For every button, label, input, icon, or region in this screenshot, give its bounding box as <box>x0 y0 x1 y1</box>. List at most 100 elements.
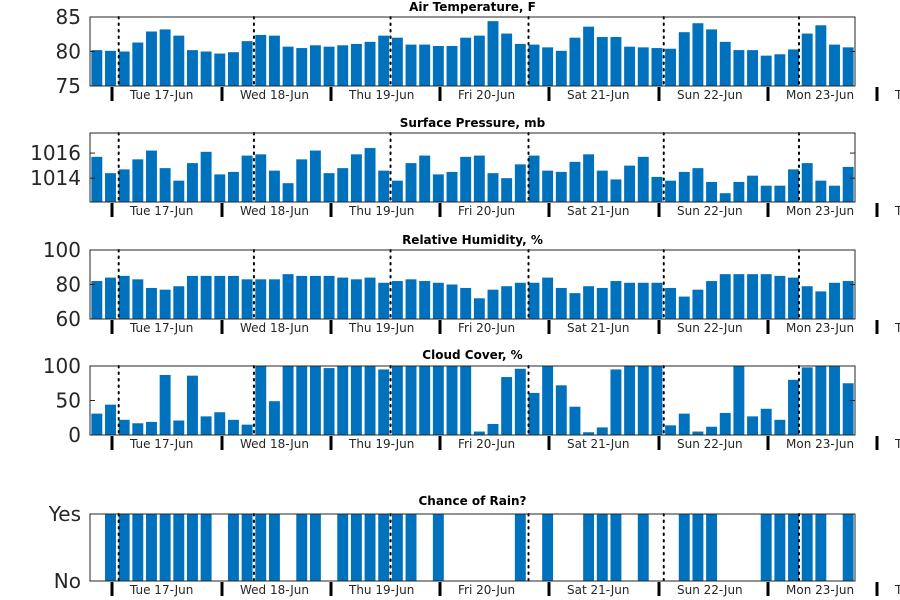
panel-title: Surface Pressure, mb <box>400 116 546 130</box>
bar <box>528 155 540 202</box>
y-tick-label: Yes <box>48 502 81 526</box>
bar <box>842 514 854 581</box>
bar <box>801 367 813 435</box>
bar <box>159 374 171 435</box>
bar <box>678 514 690 581</box>
bar <box>774 275 786 320</box>
bar <box>241 41 253 86</box>
bar <box>186 514 198 581</box>
day-label: Tue 24-Jun <box>894 437 900 451</box>
bar <box>569 293 581 320</box>
day-label: Sat 21-Jun <box>567 437 630 451</box>
bar <box>706 281 718 319</box>
bar <box>214 275 226 320</box>
bar <box>186 275 198 320</box>
bar <box>719 274 731 319</box>
bar <box>583 154 595 202</box>
bar <box>105 50 116 86</box>
bar <box>214 412 226 435</box>
bar <box>446 366 458 435</box>
day-label: Sun 22-Jun <box>677 321 743 335</box>
bar <box>255 366 267 435</box>
panel-4: Cloud Cover, % 0 50 100 Tue 17-Jun Wed 18-Jun… <box>43 348 900 451</box>
bar <box>774 54 786 86</box>
bar <box>132 42 144 86</box>
bar <box>555 171 567 202</box>
bar <box>227 52 239 86</box>
bar <box>146 514 157 581</box>
y-tick-label: 80 <box>56 40 81 64</box>
bar <box>637 514 649 581</box>
day-label: Fri 20-Jun <box>458 437 515 451</box>
bar <box>487 173 499 202</box>
bar <box>105 514 116 581</box>
bar <box>651 282 663 319</box>
bar <box>159 168 171 202</box>
bar <box>200 514 212 581</box>
bar <box>842 47 854 86</box>
bar <box>774 514 786 581</box>
bar <box>610 179 622 202</box>
bar <box>227 419 239 435</box>
bar <box>788 277 799 319</box>
day-label: Sun 22-Jun <box>677 583 743 597</box>
bar <box>788 169 799 202</box>
bar <box>405 44 417 86</box>
bar <box>200 416 212 435</box>
bar <box>665 287 677 319</box>
bar <box>296 366 308 435</box>
bar <box>651 176 663 202</box>
bar <box>432 174 444 202</box>
bar <box>146 287 157 319</box>
panel-title: Relative Humidity, % <box>402 233 543 247</box>
bar <box>309 366 321 435</box>
day-label: Mon 23-Jun <box>786 321 854 335</box>
bar <box>159 29 171 87</box>
bar <box>637 47 649 86</box>
bar <box>788 514 799 581</box>
bar <box>364 148 376 202</box>
bar <box>118 51 130 86</box>
bar <box>815 180 827 202</box>
bar <box>460 37 472 86</box>
bar <box>788 379 799 435</box>
bar <box>774 185 786 202</box>
bar <box>432 366 444 435</box>
bar <box>815 25 827 87</box>
bar <box>842 281 854 319</box>
bar <box>460 366 472 435</box>
bar <box>624 282 636 319</box>
bar <box>91 50 103 86</box>
bar <box>514 514 526 581</box>
bar <box>378 514 390 581</box>
bar <box>282 366 294 435</box>
day-label: Sat 21-Jun <box>567 88 630 102</box>
bar <box>514 164 526 202</box>
bar <box>760 55 772 86</box>
day-label: Tue 24-Jun <box>894 583 900 597</box>
bar <box>405 163 417 202</box>
day-label: Thu 19-Jun <box>348 321 414 335</box>
panel-title: Cloud Cover, % <box>422 348 522 362</box>
bar <box>391 37 403 86</box>
bar <box>747 175 759 202</box>
bar <box>432 282 444 319</box>
bar <box>747 416 759 435</box>
bar <box>186 50 198 86</box>
bar <box>337 45 349 86</box>
bar <box>132 514 144 581</box>
bar <box>596 170 608 202</box>
bar <box>487 21 499 86</box>
day-label: Sun 22-Jun <box>677 437 743 451</box>
bar <box>801 286 813 319</box>
bar <box>391 514 403 581</box>
bar <box>555 50 567 86</box>
day-label: Thu 19-Jun <box>348 583 414 597</box>
bar <box>227 171 239 202</box>
bar <box>678 32 690 86</box>
bar <box>364 277 376 319</box>
day-label: Sat 21-Jun <box>567 583 630 597</box>
bar <box>555 287 567 319</box>
